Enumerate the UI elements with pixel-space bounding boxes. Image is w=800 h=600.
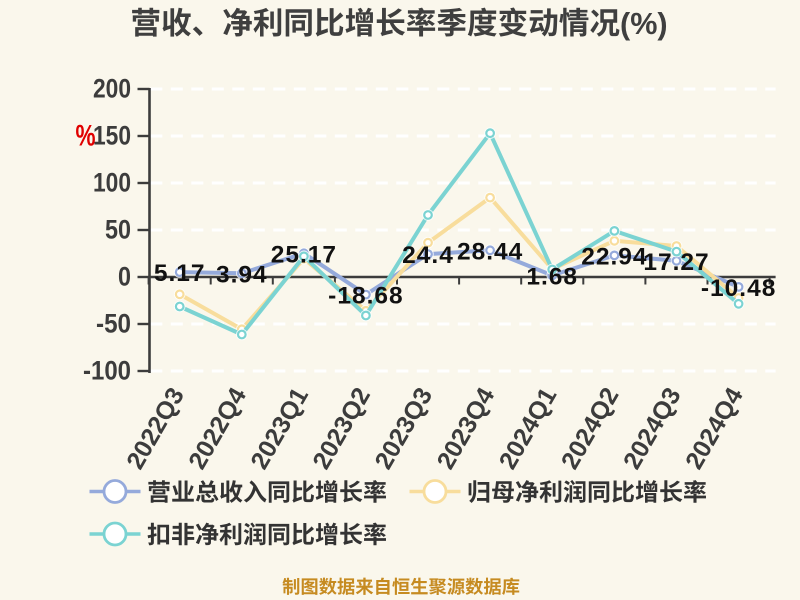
svg-text:50: 50 bbox=[105, 214, 131, 244]
svg-text:3.94: 3.94 bbox=[216, 261, 268, 288]
svg-text:17.27: 17.27 bbox=[643, 249, 709, 276]
svg-text:-100: -100 bbox=[83, 355, 131, 385]
svg-text:-18.68: -18.68 bbox=[328, 283, 403, 310]
svg-text:28.44: 28.44 bbox=[457, 238, 523, 265]
svg-text:22.94: 22.94 bbox=[581, 243, 647, 270]
svg-text:-50: -50 bbox=[96, 308, 131, 338]
svg-text:100: 100 bbox=[93, 167, 131, 197]
svg-text:-10.48: -10.48 bbox=[701, 275, 776, 302]
svg-text:0: 0 bbox=[118, 261, 131, 291]
svg-text:200: 200 bbox=[93, 73, 131, 103]
svg-text:24.4: 24.4 bbox=[402, 242, 454, 269]
svg-text:%: % bbox=[76, 119, 96, 152]
svg-text:25.17: 25.17 bbox=[271, 241, 337, 268]
svg-text:150: 150 bbox=[93, 120, 131, 150]
svg-text:5.17: 5.17 bbox=[154, 260, 206, 287]
svg-text:1.68: 1.68 bbox=[526, 263, 578, 290]
svg-text:(%): (%) bbox=[620, 7, 668, 41]
